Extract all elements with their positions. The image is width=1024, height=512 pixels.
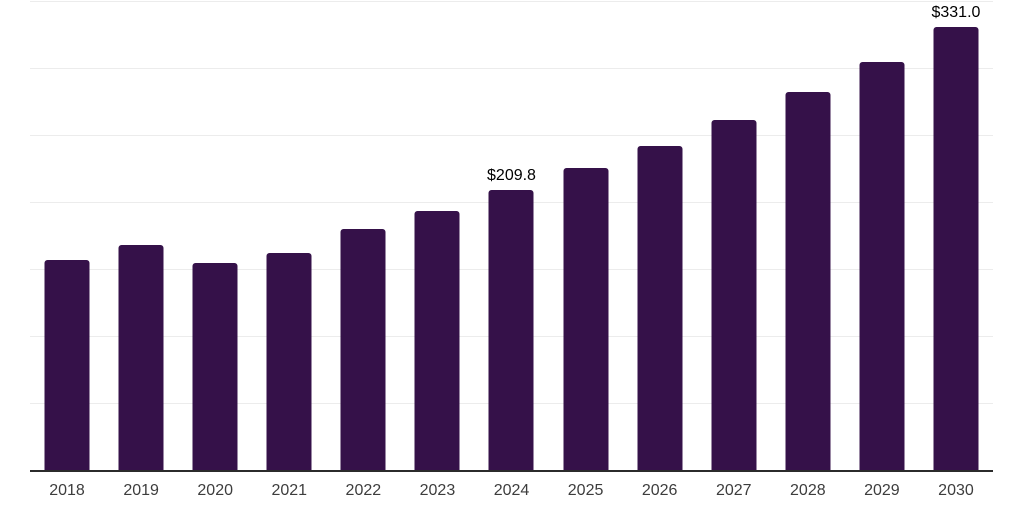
bar-slot-2020	[178, 2, 252, 471]
bar-value-label-2030: $331.0	[931, 4, 981, 22]
gridline-350	[30, 1, 993, 2]
plot-area: $209.8 $331.0	[30, 1, 993, 472]
bar-2023	[414, 210, 460, 471]
bar-slot-2025	[549, 2, 623, 471]
x-tick-label-2030: 2030	[938, 482, 974, 499]
bar-2024	[488, 189, 534, 471]
bar-2025	[563, 168, 609, 471]
bar-slot-2023	[400, 2, 474, 471]
bar-value-label-2024: $209.8	[487, 166, 536, 184]
bar-slot-2022	[326, 2, 400, 471]
x-tick-label-2018: 2018	[49, 482, 85, 499]
x-tick-label-2019: 2019	[123, 482, 159, 499]
x-tick-label-2029: 2029	[864, 482, 900, 499]
bar-slot-2028	[771, 2, 845, 471]
bar-2030	[933, 27, 979, 471]
x-tick-label-2026: 2026	[641, 482, 678, 499]
bar-slot-2024: $209.8	[474, 2, 548, 471]
bar-2028	[785, 92, 831, 471]
x-axis-tick-labels: 2018 2019 2020 2021 2022 2023 2024 2025 2026 2027…	[30, 482, 993, 500]
bar-slot-2021	[252, 2, 326, 471]
bar-2026	[637, 145, 683, 471]
bar-slot-2019	[104, 2, 178, 471]
bar-slot-2026	[623, 2, 697, 471]
bar-2027	[711, 120, 757, 471]
bar-2019	[118, 245, 164, 471]
x-tick-label-2025: 2025	[567, 482, 604, 499]
x-tick-label-2027: 2027	[715, 482, 752, 499]
x-tick-label-2028: 2028	[790, 482, 826, 499]
bar-2022	[340, 228, 386, 471]
x-tick-label-2023: 2023	[419, 482, 456, 499]
bar-2029	[859, 61, 905, 471]
x-axis-line	[30, 470, 993, 472]
bar-2018	[44, 260, 90, 471]
gridline-250	[30, 135, 993, 136]
x-tick-label-2020: 2020	[197, 482, 233, 499]
bar-slot-2029	[845, 2, 919, 471]
x-tick-label-2024: 2024	[493, 482, 530, 499]
bar-slot-2018	[30, 2, 104, 471]
gridline-300	[30, 68, 993, 69]
bar-2021	[266, 252, 312, 471]
x-tick-label-2022: 2022	[345, 482, 382, 499]
bar-slot-2030: $331.0	[919, 2, 993, 471]
bar-2020	[192, 262, 238, 471]
bar-slot-2027	[697, 2, 771, 471]
x-tick-label-2021: 2021	[271, 482, 308, 499]
